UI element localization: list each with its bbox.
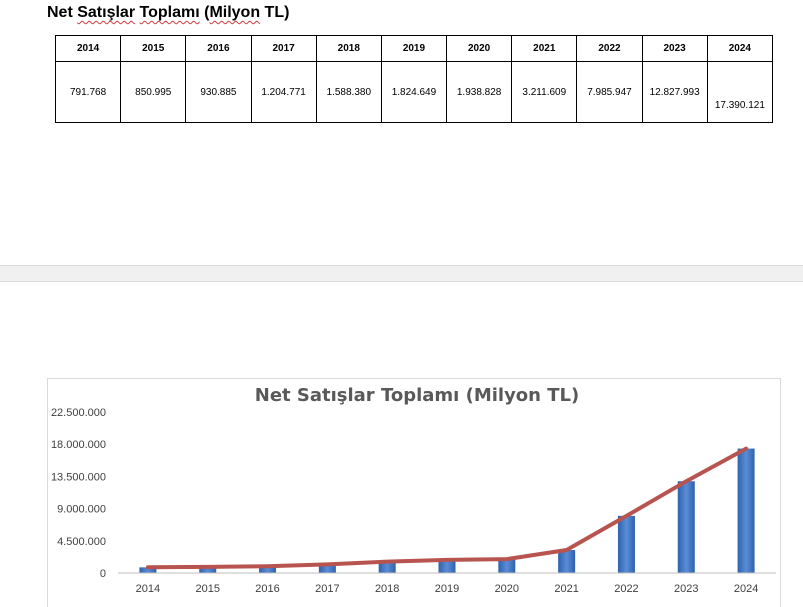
document-title: Net Satışlar Toplamı (Milyon TL) [47, 4, 290, 21]
bar-2016 [259, 566, 277, 573]
y-tick-label: 13.500.000 [51, 471, 106, 483]
x-tick-label: 2016 [255, 583, 279, 595]
table-cell: 1.938.828 [446, 61, 513, 123]
page-break [0, 265, 803, 282]
chart-frame [47, 378, 781, 607]
x-tick-label: 2023 [674, 583, 698, 595]
y-tick-label: 18.000.000 [51, 439, 106, 451]
year-header: 2023 [641, 35, 708, 62]
year-header: 2014 [54, 35, 122, 62]
year-header: 2021 [511, 35, 578, 62]
x-tick-label: 2024 [734, 583, 758, 595]
y-tick-label: 9.000.000 [57, 504, 106, 516]
trend-line [145, 446, 749, 570]
table-row: 791.768 850.995 930.885 1.204.771 1.588.… [54, 61, 774, 123]
table-cell: 791.768 [54, 61, 122, 123]
bar-2020 [498, 559, 516, 573]
bar-2019 [438, 559, 456, 573]
bar-2017 [318, 564, 336, 573]
x-tick-label: 2015 [195, 583, 219, 595]
year-header: 2020 [446, 35, 513, 62]
x-tick-label: 2021 [554, 583, 578, 595]
x-tick-label: 2017 [315, 583, 339, 595]
table-cell: 12.827.993 [641, 61, 708, 123]
table-cell: 1.824.649 [380, 61, 448, 123]
x-tick-label: 2020 [495, 583, 519, 595]
x-tick-label: 2018 [375, 583, 399, 595]
bar-2021 [558, 550, 576, 573]
chart-title: Net Satışlar Toplamı (Milyon TL) [255, 385, 579, 406]
net-sales-table: 2014 2015 2016 2017 2018 2019 2020 2021 … [54, 35, 774, 123]
bar-2024 [737, 448, 755, 573]
table-cell: 850.995 [120, 61, 187, 123]
year-header: 2017 [250, 35, 317, 62]
bar-2015 [199, 566, 217, 573]
x-tick-label: 2019 [435, 583, 459, 595]
y-tick-label: 22.500.000 [51, 407, 106, 419]
bar-2023 [677, 481, 695, 573]
year-header: 2019 [380, 35, 448, 62]
table-cell: 930.885 [185, 61, 252, 123]
bar-2018 [378, 561, 396, 573]
x-tick-label: 2022 [614, 583, 638, 595]
year-header: 2018 [315, 35, 382, 62]
table-header-row: 2014 2015 2016 2017 2018 2019 2020 2021 … [54, 35, 774, 62]
bar-2014 [139, 567, 157, 573]
table-cell: 3.211.609 [511, 61, 578, 123]
table-cell: 1.588.380 [315, 61, 382, 123]
y-tick-label: 0 [100, 568, 106, 580]
y-tick-label: 4.500.000 [57, 536, 106, 548]
year-header: 2016 [185, 35, 252, 62]
x-tick-label: 2014 [136, 583, 160, 595]
table-cell: 17.390.121 [706, 61, 774, 123]
bar-2022 [617, 515, 635, 573]
